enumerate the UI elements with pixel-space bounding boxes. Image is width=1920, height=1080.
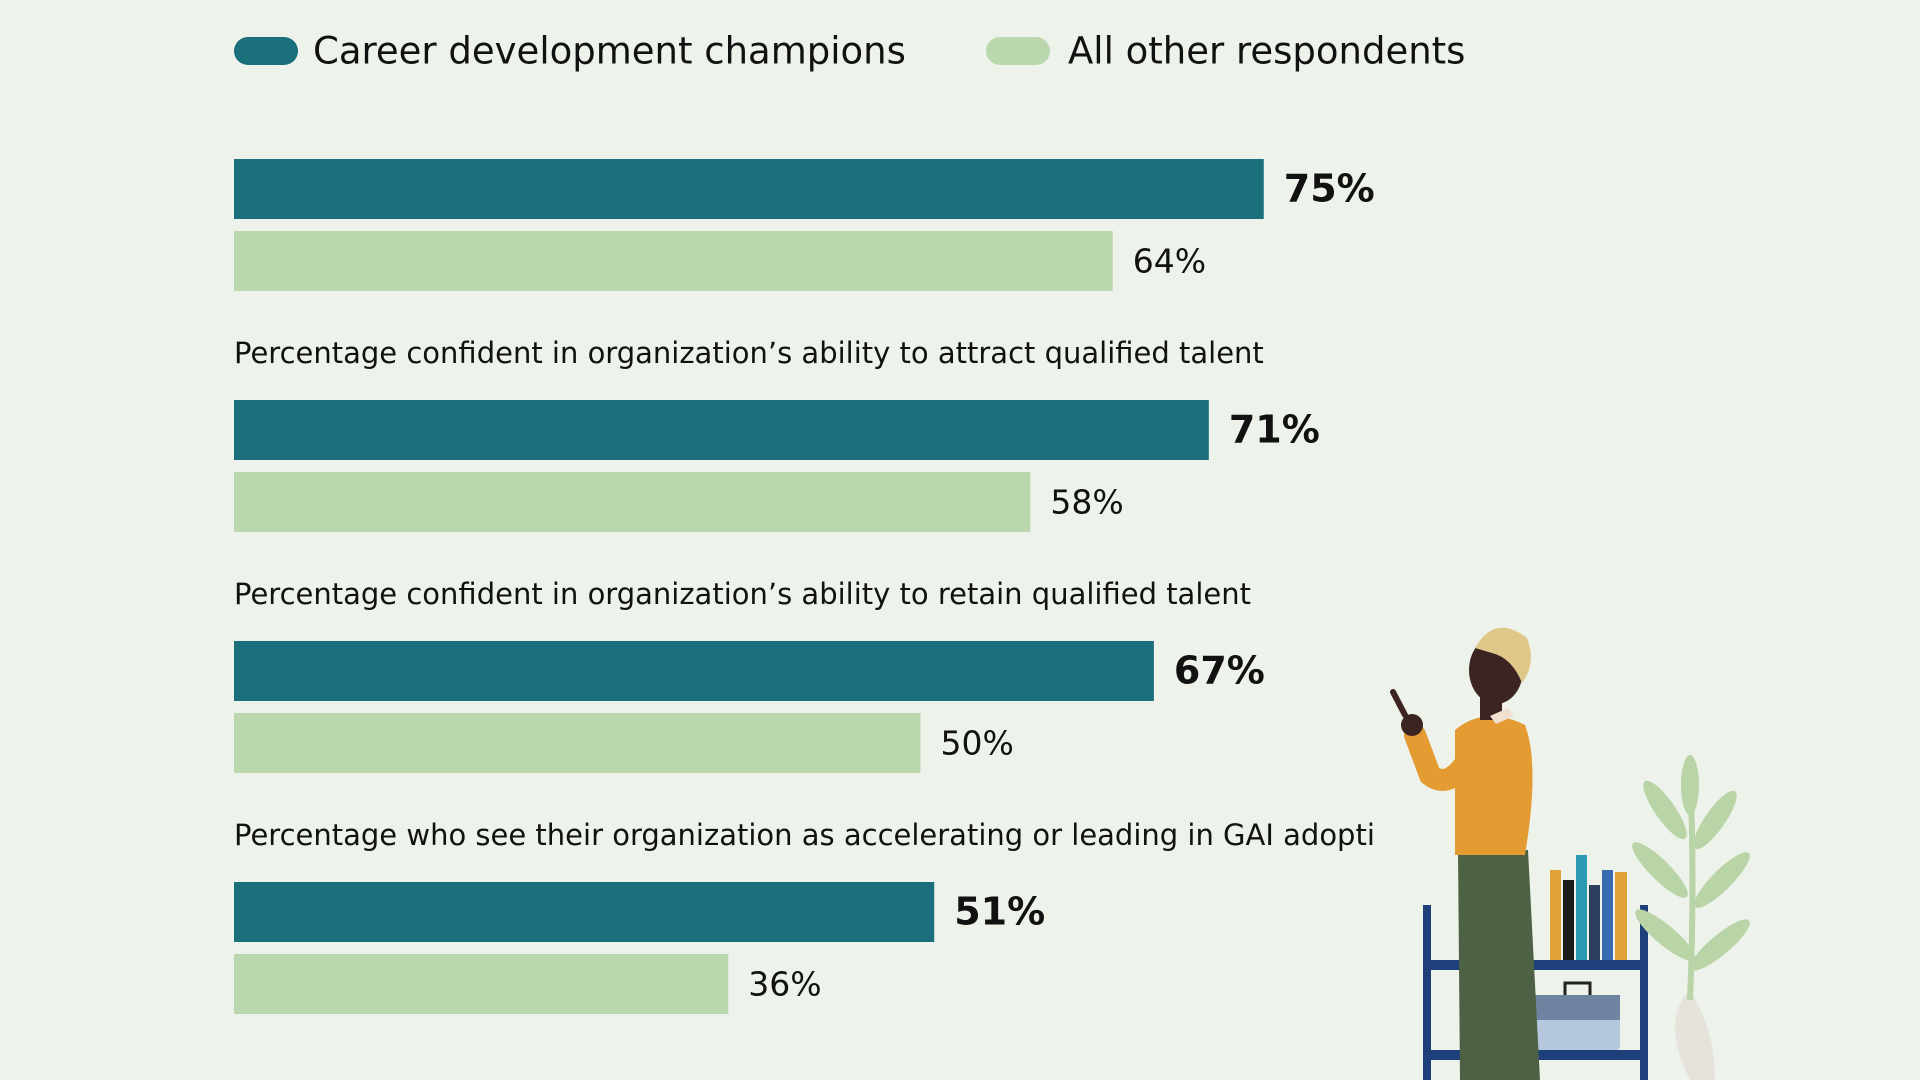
value-label: 67% bbox=[1174, 649, 1265, 693]
value-label: 75% bbox=[1284, 167, 1375, 211]
category-label: Percentage who see their organization as… bbox=[234, 818, 1375, 852]
bar bbox=[234, 882, 935, 942]
bar bbox=[234, 472, 1031, 532]
legend-label: Career development champions bbox=[313, 30, 906, 73]
legend-label: All other respondents bbox=[1068, 30, 1465, 73]
value-label: 51% bbox=[954, 890, 1045, 934]
bar bbox=[234, 641, 1154, 701]
legend-swatch bbox=[234, 37, 298, 65]
value-label: 50% bbox=[941, 724, 1014, 763]
value-label: 71% bbox=[1229, 408, 1320, 452]
value-label: 36% bbox=[748, 965, 821, 1004]
value-label: 64% bbox=[1133, 242, 1206, 281]
category-label: Percentage confident in organization’s a… bbox=[234, 577, 1251, 611]
value-label: 58% bbox=[1050, 483, 1123, 522]
illustration bbox=[1390, 627, 1750, 1080]
category-label: Percentage confident in organization’s a… bbox=[234, 336, 1264, 370]
bar bbox=[234, 159, 1264, 219]
bar bbox=[234, 954, 729, 1014]
bar bbox=[234, 231, 1113, 291]
legend-swatch bbox=[986, 37, 1050, 65]
bar bbox=[234, 400, 1209, 460]
bar bbox=[234, 713, 921, 773]
